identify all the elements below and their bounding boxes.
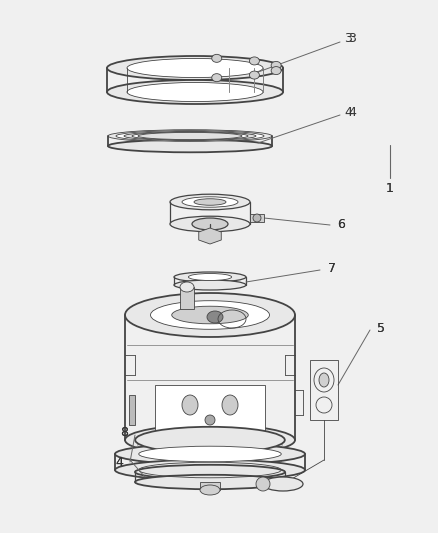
Text: 1: 1 <box>386 182 394 195</box>
Ellipse shape <box>172 306 248 324</box>
Bar <box>180 287 194 309</box>
Bar <box>155 385 265 435</box>
Ellipse shape <box>107 56 283 80</box>
Ellipse shape <box>115 459 305 480</box>
Ellipse shape <box>249 57 259 65</box>
Ellipse shape <box>127 83 263 101</box>
Text: 5: 5 <box>377 321 385 335</box>
Bar <box>129 395 135 425</box>
Ellipse shape <box>138 132 242 140</box>
Ellipse shape <box>253 214 261 222</box>
Ellipse shape <box>222 395 238 415</box>
Bar <box>52 178 382 503</box>
Ellipse shape <box>125 425 295 455</box>
Ellipse shape <box>271 67 281 75</box>
Ellipse shape <box>188 273 232 280</box>
Ellipse shape <box>212 54 222 62</box>
Ellipse shape <box>263 477 303 491</box>
Ellipse shape <box>151 301 269 329</box>
Ellipse shape <box>200 485 220 495</box>
Text: 6: 6 <box>337 217 345 230</box>
Ellipse shape <box>207 311 223 323</box>
Text: 8: 8 <box>120 425 128 439</box>
Bar <box>250 214 264 222</box>
Text: 3: 3 <box>348 33 356 45</box>
Ellipse shape <box>256 477 270 491</box>
Ellipse shape <box>124 132 256 141</box>
Text: 4: 4 <box>348 107 356 119</box>
Bar <box>200 482 220 490</box>
Ellipse shape <box>139 446 281 462</box>
Ellipse shape <box>212 74 222 82</box>
Ellipse shape <box>192 218 228 230</box>
Ellipse shape <box>127 59 263 77</box>
Ellipse shape <box>182 395 198 415</box>
Ellipse shape <box>174 272 246 282</box>
Ellipse shape <box>135 465 285 479</box>
Text: 4: 4 <box>115 456 123 470</box>
Polygon shape <box>199 228 221 244</box>
Ellipse shape <box>170 194 250 210</box>
Bar <box>310 360 338 420</box>
Ellipse shape <box>132 132 248 140</box>
Ellipse shape <box>174 280 246 290</box>
Ellipse shape <box>135 427 285 453</box>
Ellipse shape <box>116 131 264 141</box>
Ellipse shape <box>194 199 226 205</box>
Text: 5: 5 <box>377 321 385 335</box>
Ellipse shape <box>107 80 283 104</box>
Ellipse shape <box>135 475 285 489</box>
Text: 7: 7 <box>328 262 336 276</box>
Ellipse shape <box>271 61 281 69</box>
Ellipse shape <box>180 282 194 292</box>
Ellipse shape <box>319 373 329 387</box>
Ellipse shape <box>170 216 250 232</box>
Ellipse shape <box>115 443 305 464</box>
Ellipse shape <box>108 130 272 142</box>
Text: 4: 4 <box>115 456 123 470</box>
Text: 8: 8 <box>120 425 128 439</box>
Ellipse shape <box>108 140 272 152</box>
Ellipse shape <box>205 415 215 425</box>
Text: 6: 6 <box>337 217 345 230</box>
Text: 3: 3 <box>344 33 352 45</box>
Ellipse shape <box>182 197 238 207</box>
Text: 4: 4 <box>344 107 352 119</box>
Ellipse shape <box>249 71 259 79</box>
Ellipse shape <box>125 293 295 337</box>
Text: 7: 7 <box>328 262 336 276</box>
Text: 1: 1 <box>386 182 394 195</box>
